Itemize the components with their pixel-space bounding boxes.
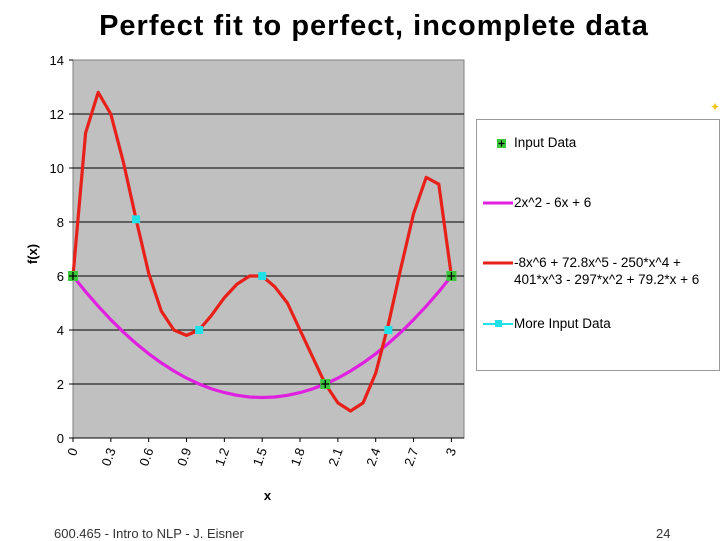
series-line-0 [71,274,453,400]
x-tick-label: 2.7 [401,446,421,468]
y-tick-label: 4 [57,323,64,338]
y-tick-label: 2 [57,377,64,392]
slide-title: Perfect fit to perfect, incomplete data [99,10,649,42]
legend-marker-more-input-icon [483,320,513,327]
x-tick-label: 1.8 [288,446,308,468]
data-point-more-input [258,272,267,280]
y-tick-label: 8 [57,215,64,230]
legend-marker-input-icon [497,139,506,148]
x-tick-label: 0 [64,446,81,458]
legend-label: Input Data [514,135,577,150]
plot-area [72,59,465,439]
legend-line-polynomial-icon [483,261,513,265]
data-point-input-cross [321,380,330,388]
x-tick-label: 0.9 [174,446,194,468]
x-tick-label: 2.4 [363,446,383,468]
data-point-input-cross [69,272,77,280]
chart-legend: Input Data 2x^2 - 6x + 6 -8x^6 + 72.8x^5… [476,119,720,371]
x-tick-label: 2.1 [325,446,345,468]
y-tick-label: 12 [50,107,64,122]
data-point-more-input [195,326,204,334]
y-tick-label: 10 [50,161,64,176]
legend-line-quadratic-icon [483,201,513,205]
x-tick-label: 0.6 [136,446,156,468]
footer-course: 600.465 - Intro to NLP - J. Eisner [54,526,244,541]
legend-label: More Input Data [514,316,611,331]
x-tick-label: 3 [443,446,460,458]
x-tick-label: 1.2 [212,446,232,468]
y-tick-label: 6 [57,269,64,284]
legend-label: 2x^2 - 6x + 6 [514,195,592,210]
x-axis-label: x [264,488,272,503]
y-tick-label: 14 [50,53,64,68]
footer-page-number: 24 [656,526,671,541]
data-point-more-input [384,326,393,334]
y-tick-label: 0 [57,431,64,446]
data-point-more-input [132,215,141,224]
legend-label: -8x^6 + 72.8x^5 - 250*x^4 + 401*x^3 - 29… [514,255,700,287]
x-tick-label: 1.5 [250,446,270,468]
data-point-input-cross [447,272,456,280]
x-tick-label: 0.3 [98,446,118,468]
sparkle-icon: ✦ [710,100,720,114]
y-axis-label: f(x) [25,244,40,264]
